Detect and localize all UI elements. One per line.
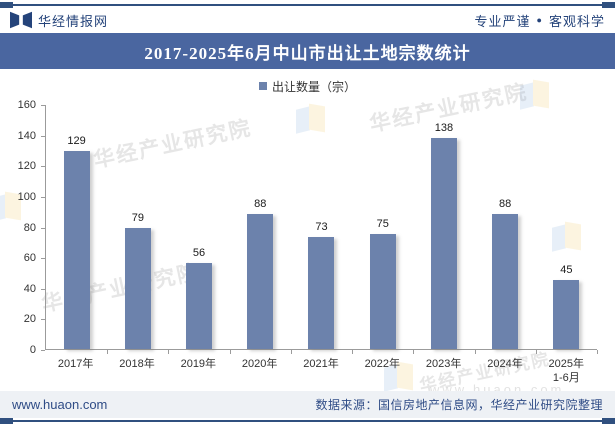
bar <box>308 237 335 349</box>
bar-chart: 0 20 40 60 80 100 120 140 160 129 79 56 88 73 75 138 88… <box>0 99 615 388</box>
top-border-cap-right <box>602 2 615 8</box>
bar-value-label: 88 <box>254 198 267 211</box>
y-axis-tick <box>41 135 45 137</box>
y-axis-tick <box>41 288 45 290</box>
x-axis-label: 2025年 1-6月 <box>536 357 597 385</box>
plot-area: 129 79 56 88 73 75 138 88 45 <box>45 105 598 354</box>
bar-column: 129 <box>46 105 107 349</box>
bar <box>124 228 151 349</box>
bar <box>186 263 213 349</box>
x-axis-sublabel: 1-6月 <box>552 372 580 384</box>
y-axis-tick <box>41 227 45 229</box>
y-axis-tick <box>41 166 45 168</box>
brand: 华经情报网 <box>10 11 108 30</box>
x-axis-label: 2020年 <box>241 358 278 370</box>
bar-value-label: 79 <box>131 212 144 225</box>
bar-column: 88 <box>230 105 291 349</box>
x-axis-label: 2019年 <box>180 358 217 370</box>
chart-title: 2017-2025年6月中山市出让土地宗数统计 <box>144 43 471 63</box>
x-axis-tick <box>168 350 170 354</box>
top-border-rule <box>0 2 615 8</box>
y-axis-tick <box>41 196 45 198</box>
y-axis-label: 140 <box>17 129 36 142</box>
x-axis-labels: 2017年 2018年 2019年 2020年 2021年 2022年 2023年 2024年… <box>45 357 597 385</box>
tagline-left: 专业严谨 <box>474 13 531 29</box>
tagline-right: 客观科学 <box>548 13 605 29</box>
bar-value-label: 73 <box>315 221 328 234</box>
x-axis-tick <box>474 350 476 354</box>
y-axis-tick <box>41 350 45 351</box>
x-axis-tick <box>229 350 231 354</box>
footer: www.huaon.com 数据来源：国信房地产信息网，华经产业研究院整理 <box>0 391 615 418</box>
footer-site-url: www.huaon.com <box>12 397 108 412</box>
bar-column: 88 <box>475 105 536 349</box>
bottom-border-cap-right <box>602 418 615 424</box>
x-axis-label: 2024年 <box>487 358 523 370</box>
x-axis-tick <box>107 350 109 354</box>
bar-value-label: 138 <box>434 121 454 134</box>
y-axis-label: 120 <box>17 160 36 173</box>
bar-value-label: 45 <box>560 264 573 277</box>
y-axis-tick <box>41 319 45 321</box>
y-axis-label: 160 <box>17 99 36 111</box>
y-axis-tick <box>41 258 45 260</box>
bottom-border-cap-left <box>0 418 13 424</box>
bar-column: 56 <box>168 105 229 349</box>
bar-value-label: 56 <box>192 247 206 260</box>
bar <box>369 234 396 349</box>
x-axis-label: 2023年 <box>425 358 462 370</box>
top-border-cap-left <box>0 2 13 8</box>
bar <box>247 214 274 349</box>
y-axis: 0 20 40 60 80 100 120 140 160 <box>0 99 40 356</box>
bar-column: 79 <box>107 105 168 349</box>
y-axis-label: 80 <box>23 221 36 234</box>
y-axis-label: 60 <box>23 252 36 265</box>
legend: 出让数量（宗） <box>0 78 615 94</box>
y-axis-tick <box>41 105 45 106</box>
brand-name: 华经情报网 <box>38 13 109 29</box>
bar-column: 75 <box>352 105 413 349</box>
x-axis-tick <box>535 350 537 354</box>
bar <box>492 214 519 349</box>
y-axis-label: 0 <box>29 344 36 356</box>
tagline-bullet-icon: ● <box>536 15 543 25</box>
x-axis-tick <box>597 350 598 354</box>
bar-column: 73 <box>291 105 352 349</box>
footer-data-source: 数据来源：国信房地产信息网，华经产业研究院整理 <box>315 398 603 412</box>
bar-value-label: 88 <box>499 198 512 211</box>
x-axis-label: 2017年 <box>57 358 94 370</box>
legend-label: 出让数量（宗） <box>271 79 356 94</box>
legend-marker-icon <box>258 82 267 90</box>
bar <box>553 280 580 349</box>
header-tagline: 专业严谨 ● 客观科学 <box>475 11 605 30</box>
bar <box>63 151 90 349</box>
x-axis-label: 2021年 <box>303 358 339 370</box>
y-axis-label: 40 <box>23 282 36 295</box>
bottom-border-rule <box>0 418 615 424</box>
x-axis-label: 2022年 <box>364 358 401 370</box>
x-axis-tick <box>290 350 292 354</box>
header: 华经情报网 专业严谨 ● 客观科学 <box>0 7 615 33</box>
title-banner: 2017-2025年6月中山市出让土地宗数统计 <box>0 33 615 69</box>
bar-value-label: 129 <box>67 135 86 148</box>
y-axis-label: 20 <box>23 313 36 326</box>
x-axis-tick <box>413 350 415 354</box>
x-axis-label: 2018年 <box>119 358 155 370</box>
x-axis-tick <box>352 350 354 354</box>
bar-column: 138 <box>413 105 474 349</box>
bar <box>430 137 457 349</box>
y-axis-label: 100 <box>17 190 36 203</box>
bar-value-label: 75 <box>376 218 389 231</box>
brand-logo-icon <box>10 11 32 29</box>
bar-column: 45 <box>536 105 597 349</box>
